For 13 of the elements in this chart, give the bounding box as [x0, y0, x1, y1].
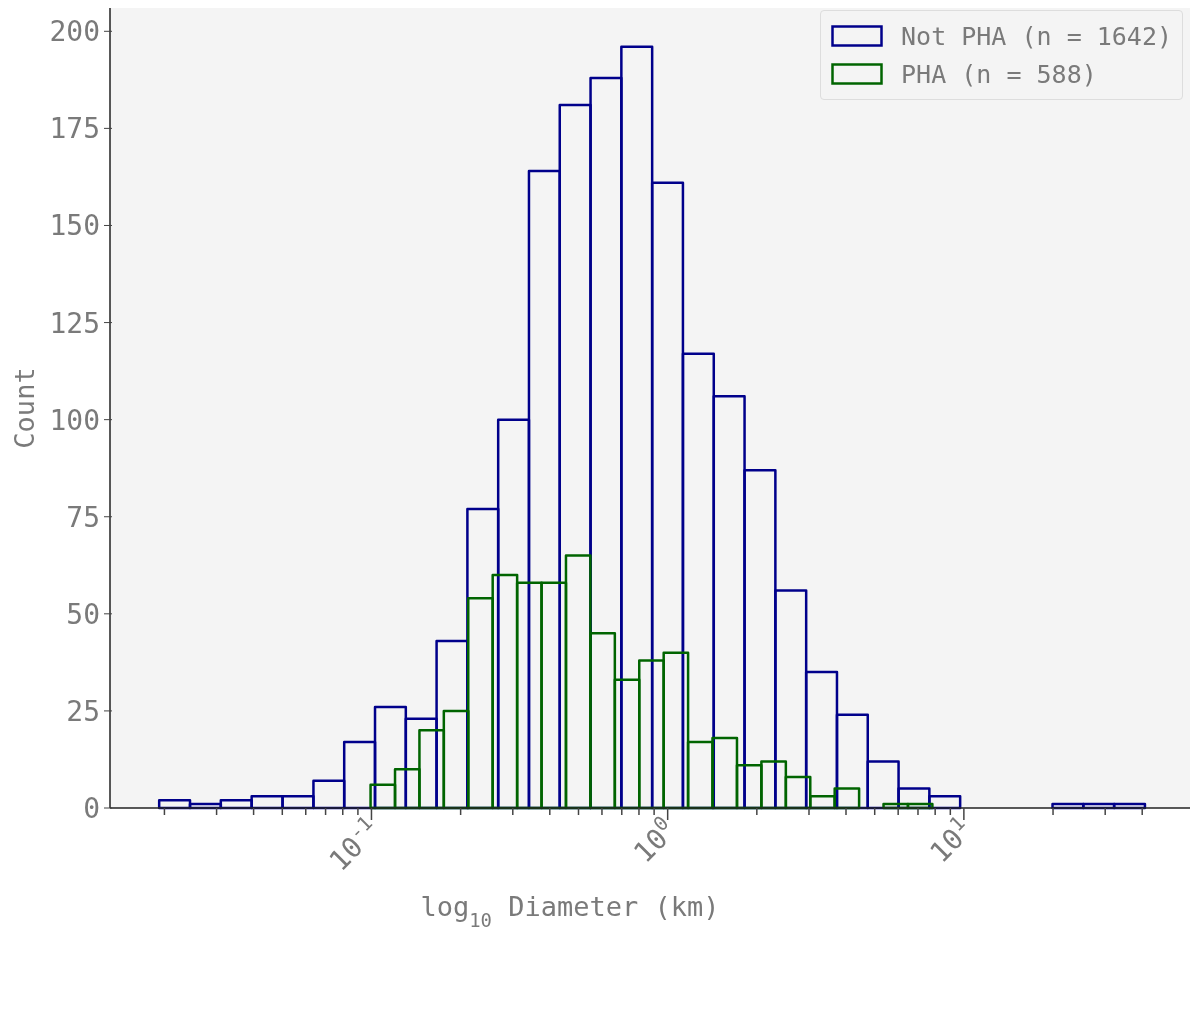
legend-label: PHA (n = 588)	[901, 59, 1097, 89]
y-tick-label: 200	[49, 15, 100, 49]
legend-label: Not PHA (n = 1642)	[901, 21, 1172, 51]
y-tick-label: 75	[66, 500, 100, 534]
y-tick-label: 125	[49, 306, 100, 340]
y-tick-label: 100	[49, 403, 100, 437]
y-tick-label: 50	[66, 597, 100, 631]
y-tick-label: 150	[49, 209, 100, 243]
y-tick-label: 0	[83, 792, 100, 825]
y-tick-label: 175	[49, 112, 100, 146]
y-axis-title: Count	[9, 367, 40, 449]
x-axis-title: log$_{10}$ Diameter (km)	[420, 891, 720, 931]
y-tick-label: 25	[66, 694, 100, 728]
